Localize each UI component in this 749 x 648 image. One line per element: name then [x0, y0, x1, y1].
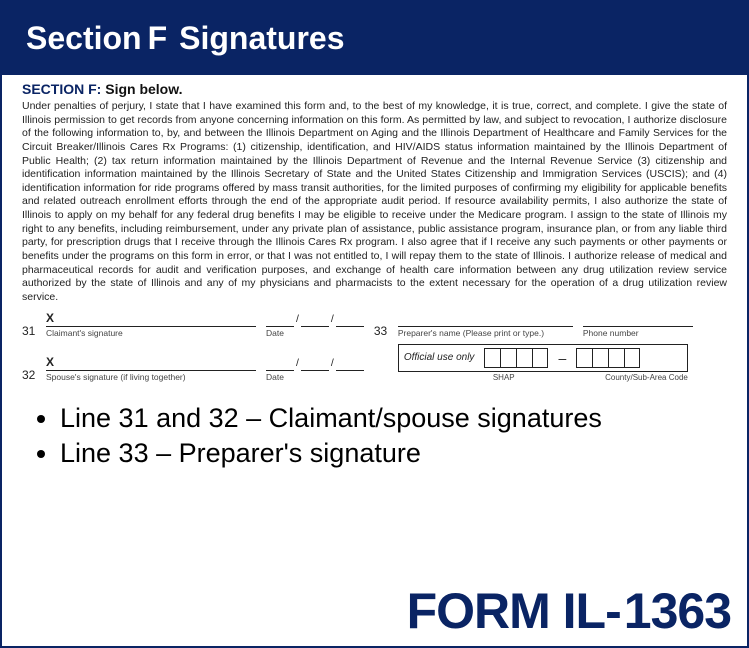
bullet-2: Line 33 – Preparer's signature — [60, 437, 717, 471]
form-id-prefix: FORM IL — [407, 583, 606, 639]
preparer-line — [398, 311, 573, 327]
official-use-box: Official use only – — [398, 344, 688, 372]
preparer-cell: Preparer's name (Please print or type.) — [398, 311, 573, 338]
header-title: Signatures — [179, 20, 344, 57]
form-id-number: 1363 — [624, 583, 731, 639]
spouse-signature-line: X — [46, 355, 256, 371]
sign-below-text: Sign below. — [105, 81, 182, 97]
line-number-31: 31 — [22, 324, 46, 338]
form-id-label: FORM IL-1363 — [407, 582, 731, 640]
claimant-signature-cell: X Claimant's signature — [46, 311, 256, 338]
county-boxes — [576, 348, 640, 368]
form-id-dash: - — [605, 583, 624, 639]
date-caption-31: Date — [266, 328, 364, 338]
line-number-33: 33 — [374, 324, 398, 338]
line-number-32: 32 — [22, 368, 46, 382]
date-caption-32: Date — [266, 372, 364, 382]
date-line-32: // — [266, 355, 364, 371]
form-excerpt: SECTION F: Sign below. Under penalties o… — [2, 75, 747, 386]
section-f-label: SECTION F: — [22, 81, 101, 97]
legal-perjury-text: Under penalties of perjury, I state that… — [22, 100, 727, 305]
phone-cell: Phone number — [583, 311, 693, 338]
row-31: 31 X Claimant's signature // Date 33 Pre… — [22, 311, 727, 338]
phone-line — [583, 311, 693, 327]
spouse-caption: Spouse's signature (if living together) — [46, 372, 256, 382]
official-captions: SHAP County/Sub-Area Code — [398, 373, 688, 382]
preparer-caption: Preparer's name (Please print or type.) — [398, 328, 573, 338]
bullet-list: Line 31 and 32 – Claimant/spouse signatu… — [2, 386, 747, 472]
official-use-cell: Official use only – SHAP County/Sub-Area… — [398, 344, 688, 382]
date-cell-32: // Date — [266, 355, 364, 382]
shap-boxes — [484, 348, 548, 368]
date-cell-31: // Date — [266, 311, 364, 338]
phone-caption: Phone number — [583, 328, 693, 338]
date-line-31: // — [266, 311, 364, 327]
x-mark: X — [46, 311, 54, 325]
section-f-heading: SECTION F: Sign below. — [22, 81, 727, 97]
signature-rows: 31 X Claimant's signature // Date 33 Pre… — [22, 311, 727, 382]
row-32: 32 X Spouse's signature (if living toget… — [22, 344, 727, 382]
x-mark-2: X — [46, 355, 54, 369]
claimant-caption: Claimant's signature — [46, 328, 256, 338]
county-caption: County/Sub-Area Code — [605, 373, 688, 382]
official-use-label: Official use only — [404, 352, 475, 363]
spouse-signature-cell: X Spouse's signature (if living together… — [46, 355, 256, 382]
slide-header: Section F Signatures — [2, 2, 747, 75]
claimant-signature-line: X — [46, 311, 256, 327]
bullet-1: Line 31 and 32 – Claimant/spouse signatu… — [60, 402, 717, 436]
header-letter: F — [148, 20, 168, 57]
shap-caption: SHAP — [493, 373, 515, 382]
header-section-word: Section — [26, 20, 142, 57]
dash-sep: – — [558, 350, 566, 366]
